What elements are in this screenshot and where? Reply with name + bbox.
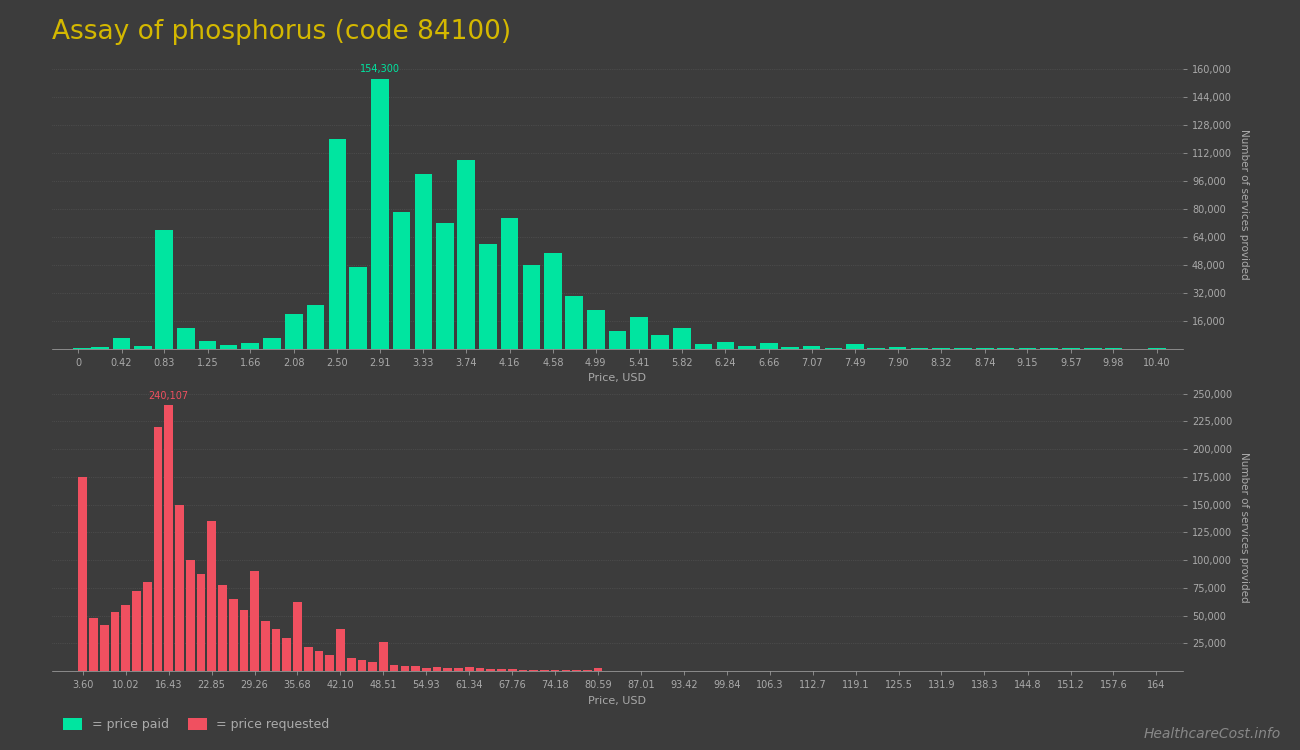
Bar — [545, 253, 562, 349]
Bar — [78, 477, 87, 671]
Bar — [239, 610, 248, 671]
Bar — [207, 521, 216, 671]
Bar — [529, 670, 538, 671]
Y-axis label: Number of services provided: Number of services provided — [1239, 129, 1249, 280]
Bar — [292, 602, 302, 671]
Bar — [478, 244, 497, 349]
Bar — [400, 666, 410, 671]
Bar — [651, 334, 670, 349]
Bar — [443, 668, 452, 671]
Bar — [716, 342, 734, 349]
Bar — [91, 347, 108, 349]
Text: Assay of phosphorus (code 84100): Assay of phosphorus (code 84100) — [52, 19, 511, 45]
Bar — [282, 638, 291, 671]
Bar — [738, 346, 757, 349]
Bar — [846, 344, 865, 349]
Bar — [673, 328, 690, 349]
Y-axis label: Number of services provided: Number of services provided — [1239, 452, 1249, 602]
Bar — [508, 669, 516, 671]
Bar — [134, 346, 152, 349]
Bar — [582, 670, 592, 671]
Bar — [90, 618, 97, 671]
Bar — [932, 348, 950, 349]
Bar — [111, 613, 120, 671]
Bar — [433, 668, 442, 671]
Bar — [307, 305, 325, 349]
Bar — [551, 670, 559, 671]
Bar — [540, 670, 549, 671]
Bar — [164, 404, 173, 671]
Bar — [261, 621, 269, 671]
Bar — [370, 79, 389, 349]
Bar — [889, 347, 906, 349]
Bar — [196, 574, 205, 671]
Bar — [155, 230, 173, 349]
Bar — [220, 345, 237, 349]
Bar — [250, 572, 259, 671]
Bar — [594, 668, 602, 671]
Bar — [760, 343, 777, 349]
Bar — [272, 629, 281, 671]
X-axis label: Price, USD: Price, USD — [589, 374, 646, 383]
Bar — [824, 348, 842, 349]
Bar — [586, 310, 605, 349]
Bar — [325, 655, 334, 671]
Bar — [218, 585, 226, 671]
Bar — [347, 658, 356, 671]
Bar — [263, 338, 281, 349]
Bar — [153, 427, 162, 671]
Bar — [802, 346, 820, 349]
Bar — [143, 583, 152, 671]
Bar — [186, 560, 195, 671]
X-axis label: Price, USD: Price, USD — [589, 696, 646, 706]
Bar — [437, 223, 454, 349]
Bar — [458, 160, 474, 349]
Bar — [100, 625, 109, 671]
Bar — [454, 668, 463, 671]
Text: 154,300: 154,300 — [360, 64, 400, 74]
Bar — [497, 669, 506, 671]
Bar — [781, 346, 798, 349]
Bar — [486, 669, 495, 671]
Bar — [73, 348, 91, 349]
Bar — [285, 314, 303, 349]
Bar — [476, 668, 485, 671]
Bar — [390, 664, 399, 671]
Bar — [630, 317, 649, 349]
Bar — [694, 344, 712, 349]
Bar — [113, 338, 130, 349]
Bar — [500, 217, 519, 349]
Bar — [465, 668, 473, 671]
Bar — [358, 660, 367, 671]
Bar — [176, 505, 183, 671]
Bar — [415, 174, 433, 349]
Bar — [523, 265, 541, 349]
Bar — [572, 670, 581, 671]
Text: HealthcareCost.info: HealthcareCost.info — [1143, 727, 1280, 741]
Bar — [329, 139, 346, 349]
Bar — [422, 668, 430, 671]
Legend: = price paid, = price requested: = price paid, = price requested — [58, 713, 335, 736]
Bar — [380, 642, 387, 671]
Bar — [519, 670, 528, 671]
Bar — [177, 328, 195, 349]
Bar — [368, 662, 377, 671]
Bar — [229, 599, 238, 671]
Bar — [566, 296, 582, 349]
Bar — [133, 591, 140, 671]
Bar — [350, 266, 367, 349]
Bar — [562, 670, 571, 671]
Bar — [304, 646, 312, 671]
Bar — [608, 332, 627, 349]
Bar — [411, 666, 420, 671]
Bar — [121, 604, 130, 671]
Bar — [337, 629, 344, 671]
Bar — [199, 340, 217, 349]
Bar — [315, 651, 324, 671]
Bar — [393, 212, 411, 349]
Text: 240,107: 240,107 — [148, 392, 188, 401]
Bar — [242, 343, 259, 349]
